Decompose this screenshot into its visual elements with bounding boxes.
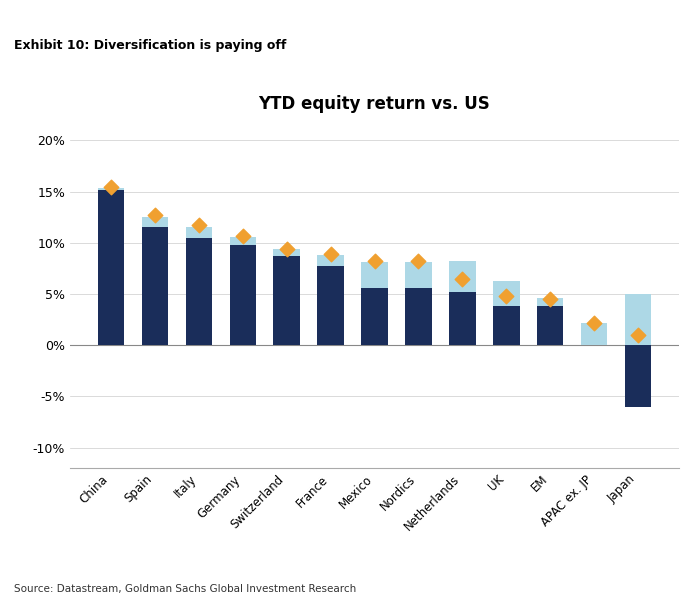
Point bbox=[633, 330, 644, 340]
Point bbox=[500, 291, 512, 301]
Bar bbox=[361, 288, 388, 345]
Bar bbox=[141, 227, 168, 345]
Bar bbox=[186, 227, 212, 238]
Bar bbox=[317, 266, 344, 345]
Bar bbox=[98, 188, 124, 190]
Bar bbox=[405, 288, 432, 345]
Bar bbox=[537, 298, 564, 306]
Text: Exhibit 10: Diversification is paying off: Exhibit 10: Diversification is paying of… bbox=[14, 39, 286, 52]
Bar bbox=[317, 255, 344, 266]
Point bbox=[413, 256, 424, 266]
Bar bbox=[186, 238, 212, 345]
Point bbox=[325, 249, 336, 259]
Point bbox=[369, 256, 380, 266]
Bar bbox=[625, 294, 651, 345]
Bar bbox=[581, 323, 608, 345]
Point bbox=[589, 318, 600, 328]
Point bbox=[281, 244, 292, 254]
Bar bbox=[361, 262, 388, 288]
Point bbox=[237, 231, 248, 241]
Point bbox=[149, 211, 160, 220]
Bar bbox=[405, 262, 432, 288]
Bar bbox=[493, 281, 519, 306]
Point bbox=[105, 182, 116, 191]
Point bbox=[457, 274, 468, 283]
Bar bbox=[274, 256, 300, 345]
Bar bbox=[449, 261, 475, 292]
Bar bbox=[493, 306, 519, 345]
Bar bbox=[230, 236, 256, 245]
Bar bbox=[98, 190, 124, 345]
Text: Source: Datastream, Goldman Sachs Global Investment Research: Source: Datastream, Goldman Sachs Global… bbox=[14, 584, 356, 594]
Title: YTD equity return vs. US: YTD equity return vs. US bbox=[258, 95, 491, 113]
Bar bbox=[274, 249, 300, 256]
Bar bbox=[625, 345, 651, 407]
Bar bbox=[230, 245, 256, 345]
Bar bbox=[141, 217, 168, 227]
Point bbox=[545, 295, 556, 304]
Bar bbox=[449, 292, 475, 345]
Point bbox=[193, 221, 204, 230]
Bar bbox=[537, 306, 564, 345]
